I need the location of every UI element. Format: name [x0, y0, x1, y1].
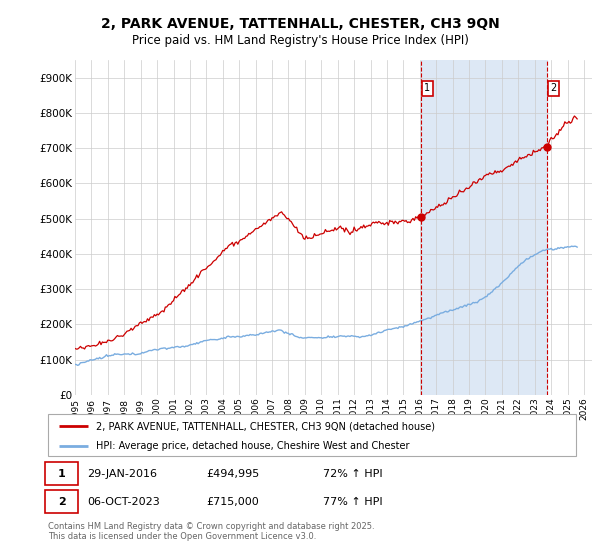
Text: 2, PARK AVENUE, TATTENHALL, CHESTER, CH3 9QN: 2, PARK AVENUE, TATTENHALL, CHESTER, CH3…: [101, 17, 499, 31]
Text: Price paid vs. HM Land Registry's House Price Index (HPI): Price paid vs. HM Land Registry's House …: [131, 34, 469, 46]
Text: £494,995: £494,995: [206, 469, 260, 479]
Text: £715,000: £715,000: [206, 497, 259, 507]
Text: 77% ↑ HPI: 77% ↑ HPI: [323, 497, 382, 507]
Text: 72% ↑ HPI: 72% ↑ HPI: [323, 469, 382, 479]
Text: 06-OCT-2023: 06-OCT-2023: [88, 497, 160, 507]
Bar: [421, 60, 547, 395]
FancyBboxPatch shape: [46, 491, 78, 513]
FancyBboxPatch shape: [46, 463, 78, 485]
Text: 2, PARK AVENUE, TATTENHALL, CHESTER, CH3 9QN (detached house): 2, PARK AVENUE, TATTENHALL, CHESTER, CH3…: [95, 421, 434, 431]
Text: Contains HM Land Registry data © Crown copyright and database right 2025.
This d: Contains HM Land Registry data © Crown c…: [48, 522, 374, 542]
Text: 2: 2: [58, 497, 65, 507]
Text: HPI: Average price, detached house, Cheshire West and Chester: HPI: Average price, detached house, Ches…: [95, 441, 409, 451]
Text: 1: 1: [58, 469, 65, 479]
Text: 1: 1: [424, 83, 431, 93]
Text: 2: 2: [550, 83, 557, 93]
Text: 29-JAN-2016: 29-JAN-2016: [88, 469, 158, 479]
